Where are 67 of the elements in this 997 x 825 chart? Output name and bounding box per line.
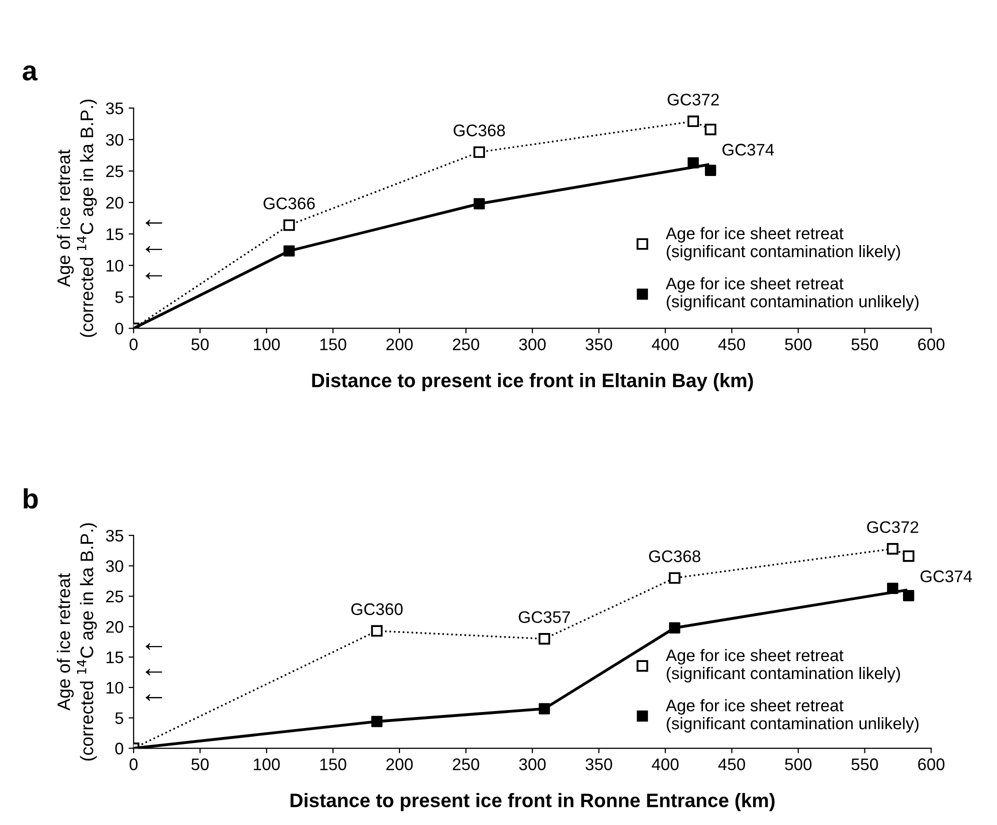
x-tick-label: 350 xyxy=(586,338,612,350)
annotation: GC360 xyxy=(351,603,403,616)
x-tick-label: 300 xyxy=(519,338,546,350)
y-tick-label: 15 xyxy=(106,228,124,240)
x-tick-label: 200 xyxy=(386,338,413,350)
y-tick-label: 25 xyxy=(106,590,124,602)
x-tick-label: 150 xyxy=(320,338,346,350)
x-tick-label: 50 xyxy=(191,758,209,770)
x-axis-title: Distance to present ice front in Ronne Entrance (km) xyxy=(290,792,775,812)
y-tick-label: 20 xyxy=(106,196,124,209)
y-tick-label: 5 xyxy=(115,712,124,724)
x-tick-label: 0 xyxy=(130,338,138,350)
y-tick-label: 35 xyxy=(106,102,124,114)
y-tick-label: 30 xyxy=(106,560,124,572)
annotation: GC368 xyxy=(454,124,505,136)
y-tick-label: 0 xyxy=(115,322,124,335)
annotation: ← xyxy=(146,220,162,226)
y-tick-label: 10 xyxy=(106,260,124,272)
annotation: GC372 xyxy=(867,521,918,534)
annotation: ← xyxy=(146,272,162,280)
annotation: ← xyxy=(146,643,162,650)
x-tick-label: 250 xyxy=(452,338,480,350)
annotation: GC366 xyxy=(264,198,315,210)
annotation: ← xyxy=(146,694,162,701)
annotation: GC372 xyxy=(668,94,719,106)
x-axis-title: Distance to present ice front in Eltanin Bay (km) xyxy=(312,373,753,392)
x-tick-label: 550 xyxy=(851,758,878,770)
x-tick-label: 550 xyxy=(851,338,878,350)
x-tick-label: 250 xyxy=(452,758,480,770)
legend-label: Age for ice sheet retreat (significant contamination likely) xyxy=(666,648,900,682)
y-tick-label: 5 xyxy=(115,291,124,304)
x-tick-label: 600 xyxy=(918,758,944,770)
x-tick-label: 500 xyxy=(785,758,812,770)
x-tick-label: 150 xyxy=(320,758,346,770)
y-tick-label: 0 xyxy=(115,742,124,754)
x-tick-label: 500 xyxy=(785,338,812,350)
y-tick-label: 35 xyxy=(106,530,124,542)
x-tick-label: 50 xyxy=(191,338,209,350)
x-tick-label: 300 xyxy=(519,758,546,770)
y-axis-title: Age of ice retreat (corrected $^{14}$C age in ka B.P.) xyxy=(56,523,97,761)
y-tick-label: 15 xyxy=(106,652,124,664)
chart-title: a xyxy=(22,65,38,81)
x-tick-label: 350 xyxy=(586,758,612,770)
legend-label: Age for ice sheet retreat (significant contamination unlikely) xyxy=(666,277,919,311)
annotation: GC357 xyxy=(518,611,570,624)
x-tick-label: 100 xyxy=(254,338,280,350)
y-tick-label: 25 xyxy=(106,165,124,178)
x-tick-label: 100 xyxy=(254,758,280,770)
x-tick-label: 200 xyxy=(386,758,413,770)
annotation: GC368 xyxy=(649,550,700,562)
chart-title: b xyxy=(24,488,38,509)
annotation: ← xyxy=(146,246,162,253)
annotation: ← xyxy=(146,668,162,676)
annotation: GC374 xyxy=(920,570,972,582)
legend-label: Age for ice sheet retreat (significant contamination unlikely) xyxy=(666,699,919,733)
x-tick-label: 450 xyxy=(718,758,746,770)
x-tick-label: 0 xyxy=(130,758,138,770)
y-tick-label: 30 xyxy=(106,134,124,146)
x-tick-label: 400 xyxy=(652,758,679,770)
y-axis-title: Age of ice retreat (corrected $^{14}$C age in ka B.P.) xyxy=(56,100,97,337)
legend-label: Age for ice sheet retreat (significant contamination likely) xyxy=(666,227,900,261)
y-tick-label: 20 xyxy=(106,621,124,633)
x-tick-label: 600 xyxy=(918,338,944,350)
y-tick-label: 10 xyxy=(106,682,124,694)
x-tick-label: 450 xyxy=(718,338,746,350)
annotation: GC374 xyxy=(722,144,774,156)
x-tick-label: 400 xyxy=(652,338,679,350)
